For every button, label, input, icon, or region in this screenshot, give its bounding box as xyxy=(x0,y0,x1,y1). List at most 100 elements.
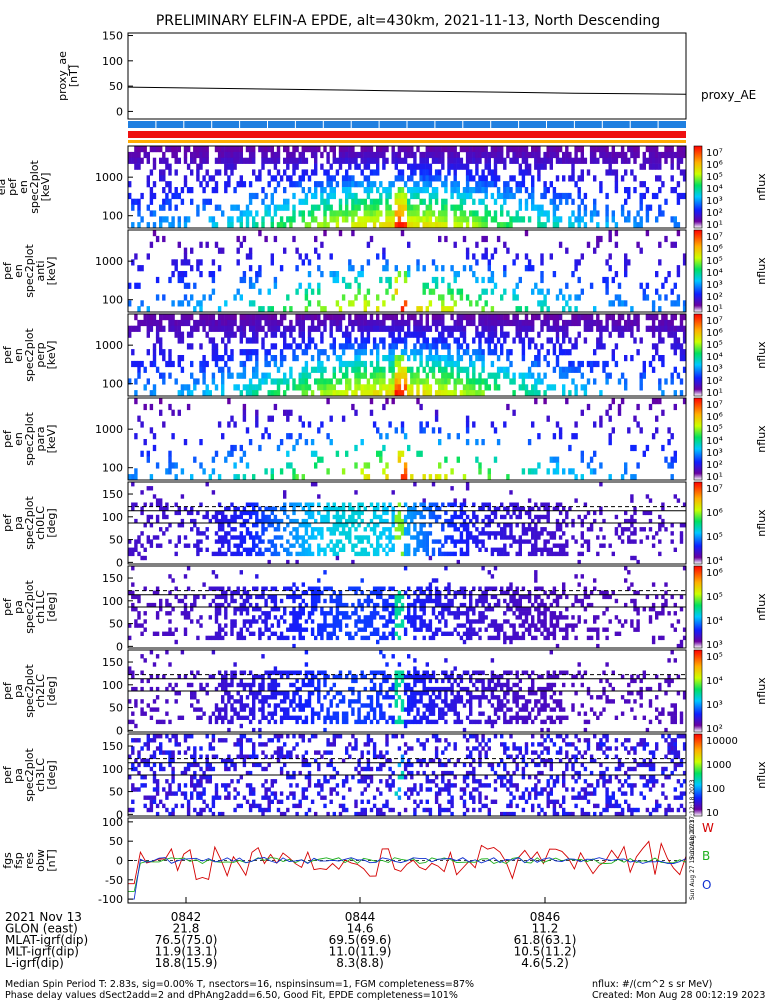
heatmap-cell xyxy=(546,547,550,552)
heatmap-cell xyxy=(419,349,423,356)
heatmap-cell xyxy=(137,146,141,153)
heatmap-cell xyxy=(230,619,234,624)
heatmap-cell xyxy=(211,372,216,379)
heatmap-cell xyxy=(434,187,439,194)
heatmap-cell xyxy=(462,611,467,616)
heatmap-cell xyxy=(453,325,457,332)
heatmap-cell xyxy=(292,384,296,391)
heatmap-cell xyxy=(174,331,178,338)
heatmap-cell xyxy=(310,535,315,540)
heatmap-cell xyxy=(385,276,389,284)
heatmap-cell xyxy=(146,181,150,188)
heatmap-cell xyxy=(183,175,188,182)
heatmap-cell xyxy=(453,502,457,507)
heatmap-cell xyxy=(292,543,296,548)
heatmap-cell xyxy=(366,187,371,194)
heatmap-cell xyxy=(388,360,392,368)
heatmap-cell xyxy=(155,590,160,595)
heatmap-cell xyxy=(583,319,588,327)
heatmap-cell xyxy=(270,390,274,397)
heatmap-cell xyxy=(574,216,578,223)
heatmap-cell xyxy=(403,151,408,159)
heatmap-cell xyxy=(444,535,448,540)
heatmap-cell xyxy=(214,355,219,362)
heatmap-cell xyxy=(199,531,203,536)
heatmap-cell xyxy=(345,192,349,200)
heatmap-cell xyxy=(252,366,256,373)
heatmap-cell xyxy=(177,192,181,200)
heatmap-cell xyxy=(317,427,321,434)
heatmap-cell xyxy=(630,444,634,452)
heatmap-cell xyxy=(159,409,163,416)
heatmap-cell xyxy=(242,523,247,528)
heatmap-cell xyxy=(385,398,389,405)
heatmap-cell xyxy=(255,531,259,536)
heatmap-cell xyxy=(338,306,343,313)
heatmap-cell xyxy=(670,433,674,440)
heatmap-cell xyxy=(320,331,324,338)
heatmap-cell xyxy=(447,551,451,557)
heatmap-cell xyxy=(295,615,299,620)
heatmap-cell xyxy=(190,314,194,321)
heatmap-cell xyxy=(348,378,352,385)
heatmap-cell xyxy=(478,615,482,620)
heatmap-cell xyxy=(493,163,498,170)
heatmap-cell xyxy=(159,343,163,350)
heatmap-cell xyxy=(128,331,132,338)
heatmap-cell xyxy=(462,390,467,397)
heatmap-cell xyxy=(149,192,154,200)
heatmap-cell xyxy=(372,421,377,428)
heatmap-cell xyxy=(667,331,671,338)
heatmap-cell xyxy=(453,378,457,385)
heatmap-cell xyxy=(496,146,501,153)
heatmap-cell xyxy=(456,514,460,520)
heatmap-cell xyxy=(301,378,305,385)
heatmap-cell xyxy=(453,271,457,278)
heatmap-cell xyxy=(233,590,237,595)
heatmap-cell xyxy=(304,192,309,200)
heatmap-cell xyxy=(233,514,237,520)
heatmap-cell xyxy=(301,611,305,616)
heatmap-cell xyxy=(403,384,408,391)
heatmap-cell xyxy=(314,235,318,243)
heatmap-cell xyxy=(137,611,141,616)
heatmap-cell xyxy=(676,337,681,344)
heatmap-cell xyxy=(376,611,380,616)
heatmap-cell xyxy=(549,253,553,260)
heatmap-cell xyxy=(425,175,429,182)
heatmap-cell xyxy=(679,325,684,332)
heatmap-cell xyxy=(422,325,426,332)
heatmap-cell xyxy=(388,586,392,591)
heatmap-cell xyxy=(456,366,460,373)
heatmap-cell xyxy=(208,390,212,397)
heatmap-cell xyxy=(357,319,361,327)
heatmap-cell xyxy=(360,198,364,205)
heatmap-cell xyxy=(230,319,234,327)
heatmap-cell xyxy=(524,390,529,397)
heatmap-cell xyxy=(341,175,346,182)
heatmap-cell xyxy=(500,535,504,540)
heatmap-cell xyxy=(227,372,231,379)
heatmap-cell xyxy=(317,627,321,632)
heatmap-cell xyxy=(162,531,166,536)
heatmap-cell xyxy=(645,146,650,153)
heatmap-cell xyxy=(493,547,498,552)
heatmap-cell xyxy=(475,146,479,153)
heatmap-cell xyxy=(146,222,150,229)
heatmap-cell xyxy=(273,343,278,350)
heatmap-cell xyxy=(456,623,460,628)
heatmap-cell xyxy=(159,146,163,153)
heatmap-cell xyxy=(614,360,619,368)
heatmap-cell xyxy=(487,169,491,176)
heatmap-cell xyxy=(431,510,436,516)
heatmap-cell xyxy=(283,619,287,624)
heatmap-cell xyxy=(323,325,327,332)
heatmap-cell xyxy=(351,635,355,641)
heatmap-cell xyxy=(636,319,640,327)
heatmap-cell xyxy=(478,331,482,338)
heatmap-cell xyxy=(667,151,671,159)
heatmap-cell xyxy=(320,531,324,536)
heatmap-cell xyxy=(317,384,321,391)
heatmap-cell xyxy=(413,319,417,327)
heatmap-cell xyxy=(236,635,240,641)
